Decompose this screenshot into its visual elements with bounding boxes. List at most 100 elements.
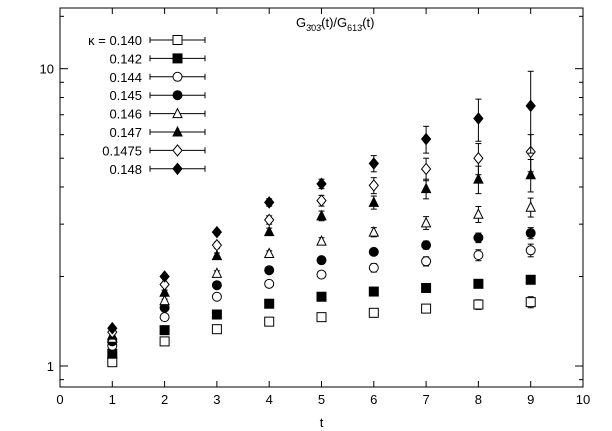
data-point: [368, 246, 379, 257]
data-point: [159, 278, 170, 291]
legend-entry: 0.147: [109, 125, 206, 140]
y-tick-label: 10: [40, 62, 54, 77]
data-point: [525, 168, 537, 180]
data-point: [421, 282, 432, 293]
data-point: [211, 280, 222, 291]
data-point: [316, 269, 327, 280]
legend: κ = 0.140 0.142 0.144 0.145 0.146 0.147 0.1475…: [88, 33, 206, 177]
legend-marker: [172, 71, 183, 82]
data-point: [263, 225, 275, 237]
x-axis: 0 1 2 3 4 5 6 7 8 9 10: [56, 8, 590, 407]
data-point: [473, 278, 484, 289]
series-0_146: [106, 197, 537, 343]
data-point: [525, 245, 536, 256]
x-tick-label: 0: [56, 392, 63, 407]
data-point: [420, 132, 432, 146]
legend-marker: [172, 90, 183, 101]
data-point: [368, 157, 379, 170]
data-point: [525, 228, 536, 239]
data-point: [159, 270, 170, 283]
data-point: [421, 303, 432, 314]
data-point: [316, 209, 327, 221]
data-point: [525, 99, 536, 113]
data-point: [368, 286, 379, 297]
x-tick-label: 6: [370, 392, 377, 407]
x-tick-label: 8: [475, 392, 482, 407]
data-point: [316, 291, 327, 302]
data-point: [473, 112, 484, 125]
legend-entry: 0.145: [109, 88, 206, 103]
data-point: [264, 316, 275, 327]
data-point: [368, 262, 379, 273]
data-point: [264, 265, 275, 276]
data-point: [211, 238, 223, 252]
series-layer: [106, 70, 537, 368]
x-tick-label: 4: [266, 392, 273, 407]
data-point: [525, 274, 536, 285]
data-point: [264, 278, 275, 289]
data-point: [211, 249, 223, 261]
data-point: [159, 286, 170, 297]
data-point: [316, 177, 327, 191]
data-point: [473, 299, 484, 310]
data-point: [263, 247, 275, 259]
legend-label: 0.145: [109, 88, 142, 103]
series-0_1475: [107, 134, 536, 339]
series-0_140: [107, 296, 536, 368]
data-point: [316, 255, 327, 266]
x-tick-label: 7: [422, 392, 429, 407]
data-point: [107, 321, 118, 335]
series-0_147: [106, 158, 537, 340]
x-tick-label: 9: [527, 392, 534, 407]
data-point: [473, 151, 484, 165]
data-point: [368, 307, 379, 318]
legend-marker: [172, 162, 183, 176]
legend-entry: 0.148: [109, 162, 206, 177]
legend-entry: 0.144: [109, 70, 206, 85]
y-axis: 1 10: [40, 15, 583, 381]
legend-marker: [172, 107, 183, 119]
legend-label: 0.148: [109, 162, 142, 177]
data-point: [420, 182, 432, 194]
data-point: [368, 226, 380, 237]
x-tick-label: 10: [576, 392, 590, 407]
data-point: [159, 312, 170, 323]
data-point: [473, 250, 484, 261]
chart-title: G3̄03̄(t)/G613̄(t): [296, 15, 374, 33]
legend-marker: [172, 35, 183, 45]
data-point: [211, 309, 222, 320]
data-point: [420, 216, 432, 228]
data-point: [421, 256, 432, 267]
data-point: [159, 294, 170, 306]
x-tick-label: 3: [213, 392, 220, 407]
data-point: [368, 196, 380, 207]
series-0_148: [107, 70, 536, 335]
data-point: [264, 196, 275, 209]
data-point: [316, 312, 327, 323]
legend-entry: 0.1475: [102, 143, 206, 158]
legend-entry: 0.142: [109, 51, 206, 66]
data-point: [159, 325, 170, 336]
legend-marker: [172, 144, 183, 157]
data-point: [525, 297, 536, 308]
data-point: [211, 267, 223, 278]
legend-entry: 0.146: [109, 107, 206, 122]
legend-label: 0.147: [109, 125, 142, 140]
legend-marker: [172, 125, 183, 137]
data-point: [211, 225, 223, 239]
data-point: [421, 240, 432, 251]
x-tick-label: 1: [109, 392, 116, 407]
data-point: [264, 298, 275, 309]
legend-marker: [172, 53, 183, 64]
data-point: [473, 173, 484, 184]
data-point: [211, 324, 222, 335]
legend-label: 0.1475: [102, 143, 142, 158]
data-point: [473, 208, 484, 219]
y-tick-label: 1: [47, 359, 54, 374]
legend-entry: κ = 0.140: [88, 33, 206, 48]
data-point: [264, 213, 275, 227]
data-point: [473, 232, 484, 243]
data-point: [211, 291, 222, 302]
data-point: [525, 201, 537, 212]
legend-label: 0.142: [109, 51, 142, 66]
